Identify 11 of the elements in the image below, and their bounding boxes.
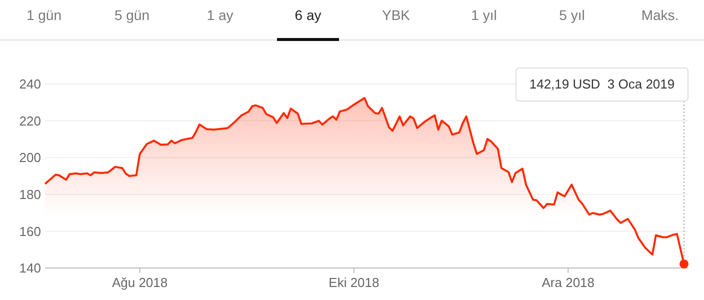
y-tick-label: 160 — [19, 224, 41, 239]
y-tick-label: 220 — [19, 113, 41, 128]
annotation: 142,19 USD 3 Oca 2019 — [529, 76, 675, 92]
y-tick-label: 200 — [19, 150, 41, 166]
x-tick-label: Eki 2018 — [328, 275, 380, 290]
x-tick-label: Ağu 2018 — [112, 275, 168, 290]
y-tick-label: 180 — [19, 186, 41, 202]
y-tick-label: 140 — [19, 260, 41, 276]
x-tick-label: Ara 2018 — [542, 275, 595, 290]
period-tabs: 1 gün 5 gün 1 ay 6 ay YBK 1 yıl 5 yıl Maks. — [0, 7, 704, 41]
y-tick-label: 240 — [19, 76, 41, 92]
